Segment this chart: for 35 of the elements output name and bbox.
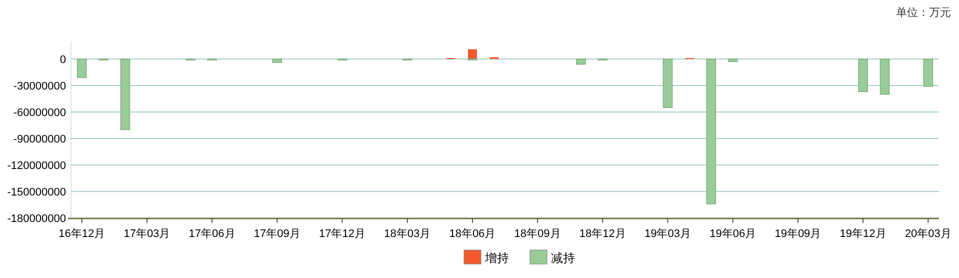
bar (706, 58, 716, 204)
bar (880, 58, 890, 95)
x-tick-label: 19年09月 (774, 228, 822, 240)
x-tick-label: 17年09月 (254, 228, 300, 240)
legend-label: 增持 (484, 251, 509, 265)
text: 单位：万元 (896, 6, 951, 19)
y-tick-label: -90000000 (13, 133, 66, 146)
x-tick-label: 17年12月 (319, 228, 366, 240)
x-tick-label: 17年03月 (124, 228, 170, 240)
bar (662, 58, 673, 108)
y-tick-label: -30000000 (13, 80, 66, 92)
x-tick-label: 17年06月 (188, 228, 236, 240)
x-tick-label: 18年12月 (579, 228, 626, 240)
x-tick-label: 18年09月 (514, 228, 561, 240)
y-tick-label: -180000000 (7, 213, 66, 225)
legend-label: 减持 (551, 251, 575, 265)
bar (272, 58, 282, 63)
y-tick-label: 0 (60, 54, 66, 66)
bar (76, 58, 87, 78)
bar (468, 49, 477, 59)
x-tick-label: 18年06月 (449, 228, 496, 240)
x-tick-label: 18年03月 (384, 228, 431, 240)
x-tick-label: 20年03月 (904, 228, 952, 240)
x-tick-label: 16年12月 (58, 228, 106, 240)
y-tick-label: -120000000 (7, 160, 66, 172)
bar (923, 58, 934, 87)
bar (728, 58, 738, 62)
bar (576, 58, 586, 65)
bar (858, 58, 868, 92)
x-tick-label: 19年12月 (840, 228, 886, 240)
x-tick-label: 19年03月 (644, 228, 691, 240)
bar (120, 58, 130, 130)
y-tick-label: -150000000 (7, 186, 66, 198)
y-tick-label: -60000000 (13, 106, 66, 119)
x-tick-label: 19年06月 (710, 228, 756, 240)
